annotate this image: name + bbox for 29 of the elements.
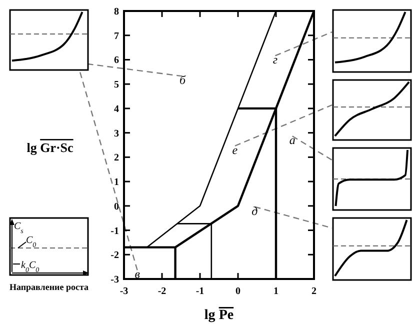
y-tick-label: 4 [114,104,119,115]
annotation: в [134,267,140,282]
y-tick-label: 2 [114,152,119,164]
y-tick-label: 3 [114,128,119,140]
annotation: г [272,52,278,67]
x-tick-label: 2 [312,286,316,297]
text: C$_{s}$ [14,221,24,235]
text: C$_{0}$ [26,235,37,249]
y-tick-label: 0 [114,201,119,212]
y-tick-label: 1 [114,177,119,188]
annotation: д [252,204,258,218]
text: k$_{0}$C$_{0}$ [21,260,40,274]
x-tick-label: -1 [196,286,204,297]
y-tick-label: -3 [110,274,119,286]
x-tick-label: 1 [274,286,278,297]
x-tick-label: 0 [236,286,240,297]
y-axis-title: lg Gr·Sc [26,140,74,155]
y-tick-label: 6 [114,55,119,66]
y-tick-label: 7 [114,30,119,42]
annotation: б [179,73,186,88]
y-tick-label: -1 [110,226,119,237]
annotation: а [289,133,296,148]
y-tick-label: 8 [114,6,119,18]
text: Направление роста [9,282,89,292]
x-axis-title: lg Pe [204,308,234,323]
y-tick-label: -2 [110,250,119,262]
annotation: е [232,142,238,157]
y-tick-label: 5 [114,80,119,91]
x-tick-label: -2 [158,286,166,297]
